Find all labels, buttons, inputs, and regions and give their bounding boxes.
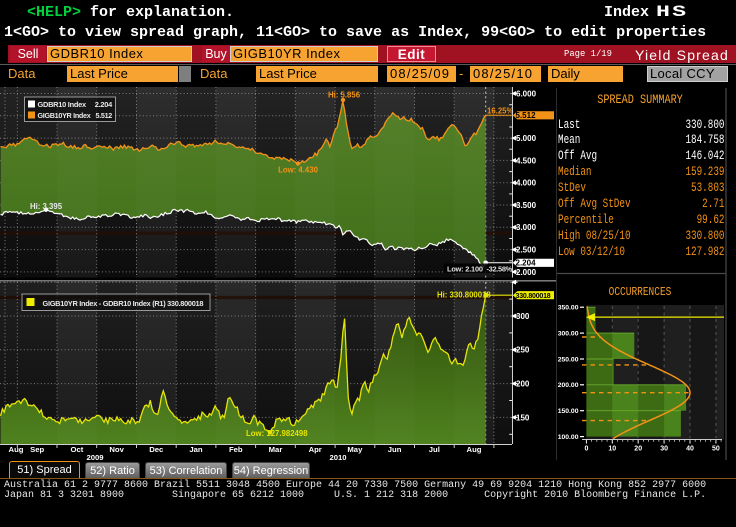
svg-text:Oct: Oct — [70, 445, 83, 454]
svg-text:5.512: 5.512 — [516, 111, 537, 120]
svg-text:2.204: 2.204 — [95, 100, 113, 109]
svg-text:10: 10 — [608, 446, 616, 453]
svg-text:150: 150 — [516, 413, 530, 422]
svg-text:300: 300 — [516, 312, 530, 321]
svg-text:May: May — [347, 445, 363, 454]
svg-text:Low: 4.430: Low: 4.430 — [278, 166, 319, 175]
svg-text:2.000: 2.000 — [516, 268, 537, 277]
svg-text:150.00: 150.00 — [558, 408, 579, 415]
svg-text:Feb: Feb — [229, 445, 243, 454]
svg-text:2009: 2009 — [86, 453, 103, 462]
svg-text:GIGB10YR Index: GIGB10YR Index — [38, 111, 91, 120]
svg-text:Hi: 3.395: Hi: 3.395 — [30, 202, 63, 211]
svg-text:2.500: 2.500 — [516, 246, 537, 255]
svg-text:5.000: 5.000 — [516, 134, 537, 143]
svg-text:Hi: 330.800018: Hi: 330.800018 — [437, 291, 491, 300]
svg-text:Aug: Aug — [9, 445, 24, 454]
svg-text:40: 40 — [686, 446, 694, 453]
svg-text:Jun: Jun — [388, 445, 402, 454]
svg-text:30: 30 — [660, 446, 668, 453]
svg-text:Hi: 5.856: Hi: 5.856 — [328, 91, 361, 100]
svg-text:16.25%: 16.25% — [487, 107, 514, 116]
svg-text:GIGB10YR Index - GDBR10 Index: GIGB10YR Index - GDBR10 Index (R1) 330.8… — [43, 299, 204, 308]
svg-text:Aug: Aug — [467, 445, 482, 454]
svg-text:3.500: 3.500 — [516, 201, 537, 210]
svg-text:4.000: 4.000 — [516, 179, 537, 188]
svg-text:Jul: Jul — [429, 445, 440, 454]
svg-text:5.512: 5.512 — [96, 111, 113, 120]
svg-text:2010: 2010 — [329, 453, 346, 462]
svg-text:100.00: 100.00 — [558, 434, 579, 441]
svg-text:350.00: 350.00 — [558, 305, 579, 312]
svg-text:3.000: 3.000 — [516, 223, 537, 232]
svg-text:200.00: 200.00 — [558, 382, 579, 389]
svg-text:50: 50 — [712, 446, 720, 453]
svg-text:2.204: 2.204 — [516, 259, 537, 268]
svg-text:300.00: 300.00 — [558, 330, 579, 337]
svg-text:Mar: Mar — [269, 445, 283, 454]
svg-text:Apr: Apr — [309, 445, 322, 454]
svg-text:Dec: Dec — [149, 445, 164, 454]
svg-text:0: 0 — [584, 446, 588, 453]
svg-text:250: 250 — [516, 346, 530, 355]
svg-text:Nov: Nov — [109, 445, 124, 454]
svg-text:Low: 127.982498: Low: 127.982498 — [246, 429, 308, 438]
svg-text:200: 200 — [516, 380, 530, 389]
svg-text:Jan: Jan — [189, 445, 203, 454]
svg-text:-32.58%: -32.58% — [487, 265, 513, 274]
svg-text:GDBR10 Index: GDBR10 Index — [38, 100, 87, 109]
svg-text:Sep: Sep — [30, 445, 44, 454]
svg-text:4.500: 4.500 — [516, 156, 537, 165]
svg-text:Low: 2.100: Low: 2.100 — [447, 265, 483, 274]
svg-text:330.800018: 330.800018 — [516, 293, 551, 300]
svg-text:6.000: 6.000 — [516, 89, 537, 98]
svg-text:250.00: 250.00 — [558, 356, 579, 363]
svg-text:20: 20 — [634, 446, 642, 453]
